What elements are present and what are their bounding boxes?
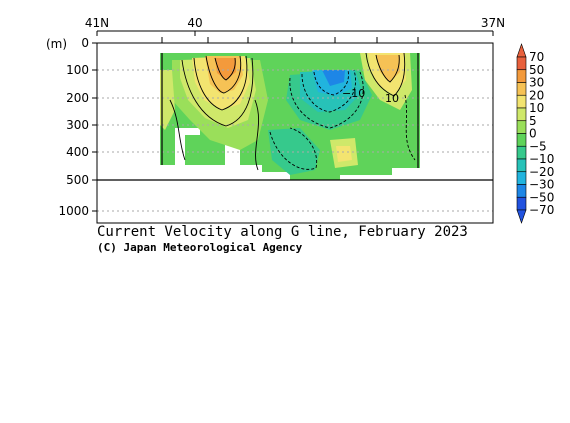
velocity-field [160,53,420,180]
y-tick-label-1000: 1000 [58,204,89,218]
y-tick-label-500: 500 [66,173,89,187]
plot-frame [96,42,494,224]
x-tick-label-37n: 37N [481,16,505,30]
colorbar-arrow-bottom [516,209,527,224]
y-tick-label-400: 400 [66,145,89,159]
colorbar-tick-label: 0 [529,127,537,141]
colorbar-tick-label: 50 [529,63,544,77]
contour-lines [169,52,406,171]
y-axis-label: (m) [46,37,67,51]
top-axis: 41N 40 37N [85,16,505,43]
colorbar-swatch [516,94,527,109]
colorbar-swatches [516,43,527,224]
colorbar-swatch [516,171,527,185]
contour-east-1 [365,52,406,97]
colorbar-swatch [516,158,527,173]
colorbar-swatch [516,145,527,160]
colorbar-swatch [516,107,527,122]
field-region-negative-core [322,70,345,86]
contour-label-negative: −10 [342,87,365,100]
contour-lines-negative [269,69,416,170]
field-region-east-jet-core [376,55,400,82]
contour-positive-2 [193,55,248,111]
colorbar-tick-label: −70 [529,203,554,217]
gridlines [97,69,493,212]
chart-title: Current Velocity along G line, February … [97,224,468,240]
colorbar-tick-label: 10 [529,101,544,115]
contour-negative-5 [404,94,416,161]
x-tick-label-41n: 41N [85,16,109,30]
contour-negative-1 [289,71,364,129]
colorbar-swatch [516,69,527,83]
contour-east-2 [375,54,400,83]
y-tick-label-100: 100 [66,63,89,77]
colorbar-tick-label: −50 [529,190,554,204]
colorbar-tick-label: −30 [529,178,554,192]
contour-positive-1 [181,57,254,127]
field-region-patch-2 [336,146,352,162]
colorbar-swatch [516,196,527,211]
y-axis: (m) 0 100 200 300 400 500 1000 [46,36,97,218]
colorbar-tick-label: −20 [529,165,554,179]
y-axis-ticks [92,42,97,212]
top-axis-ticks [96,31,494,43]
contour-negative-2 [301,69,356,113]
contour-positive-3 [205,55,242,94]
colorbar-tick-label: 70 [529,50,544,64]
colorbar-tick-label: −5 [529,139,547,153]
colorbar-tick-label: −10 [529,152,554,166]
contour-positive-4 [214,57,236,81]
chart-credit: (C) Japan Meteorological Agency [97,241,303,254]
x-tick-label-40: 40 [187,16,202,30]
y-tick-label-300: 300 [66,118,89,132]
colorbar-swatch [516,184,527,198]
station-lines [161,53,419,168]
colorbar-tick-label: 5 [529,114,537,128]
colorbar-tick-label: 30 [529,76,544,90]
colorbar-swatch [516,120,527,134]
contour-negative-4 [269,127,318,170]
colorbar-swatch [516,56,527,71]
y-tick-label-200: 200 [66,91,89,105]
colorbar-arrow-top [516,43,527,58]
y-tick-label-0: 0 [81,36,89,50]
colorbar-swatch [516,82,527,96]
contour-mid-2 [169,99,186,161]
colorbar-tick-label: 20 [529,88,544,102]
contour-mid-1 [254,99,259,171]
contour-label-positive: 10 [385,92,399,105]
field-region-patch-3 [160,70,175,130]
contour-negative-3 [313,69,349,96]
colorbar-swatch [516,133,527,147]
field-region-positive-peak [215,58,236,80]
